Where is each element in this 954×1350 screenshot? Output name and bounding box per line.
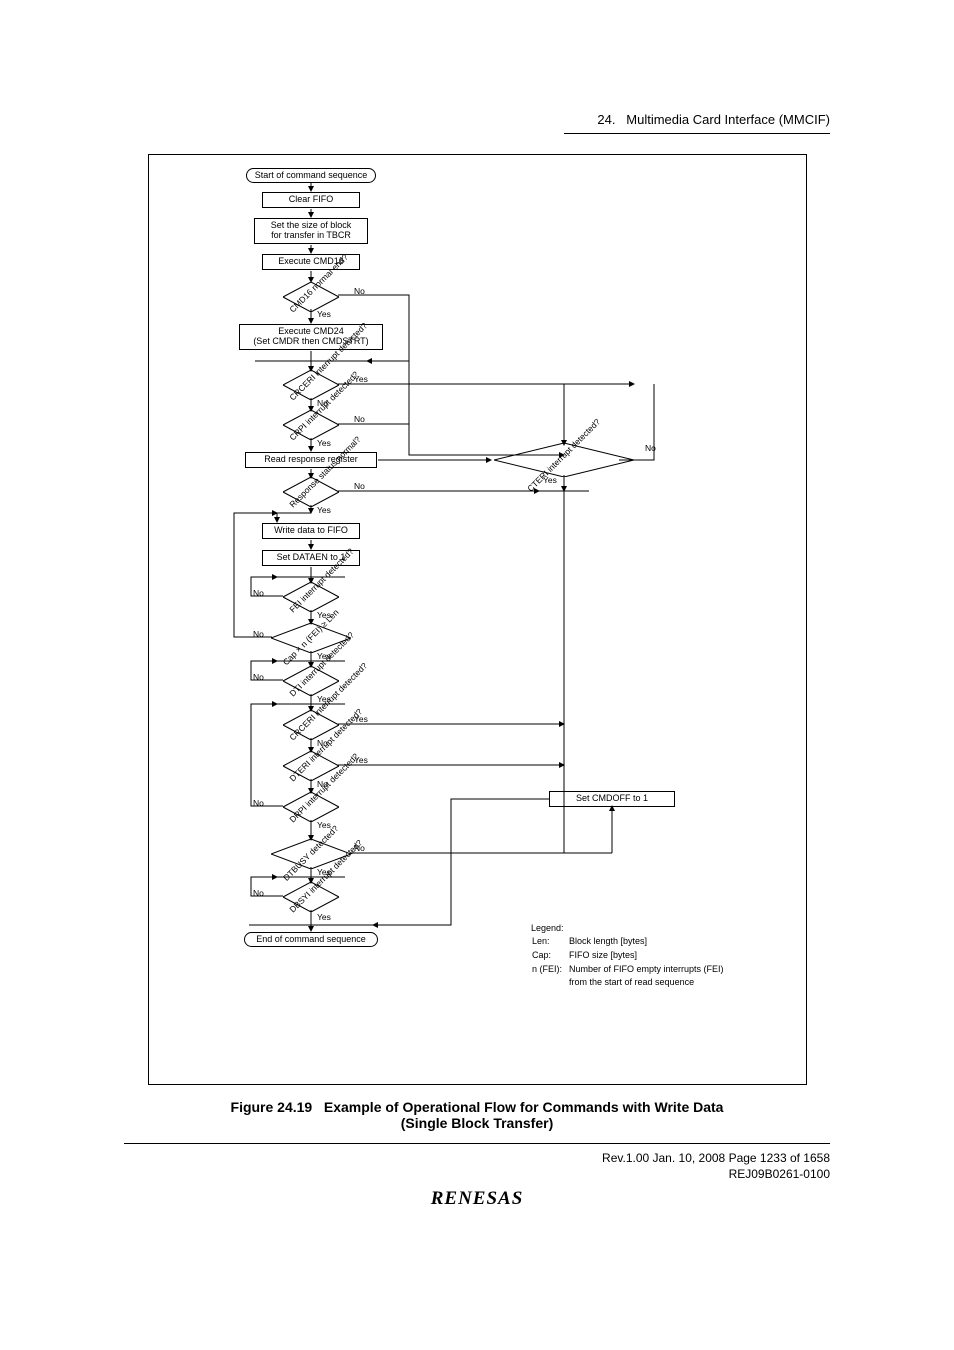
lbl-yes: Yes: [317, 867, 331, 877]
lbl-no: No: [317, 398, 328, 408]
legend-val: Block length [bytes]: [568, 934, 725, 948]
lbl-yes: Yes: [543, 475, 557, 485]
legend-key: Len:: [531, 934, 568, 948]
doc-id: REJ09B0261-0100: [729, 1167, 830, 1181]
lbl-no: No: [645, 443, 656, 453]
legend-key: Cap:: [531, 948, 568, 962]
lbl-no: No: [253, 629, 264, 639]
section-title: Multimedia Card Interface (MMCIF): [626, 112, 830, 127]
legend: Legend: Len:Block length [bytes] Cap:FIF…: [531, 922, 791, 989]
start-terminator: Start of command sequence: [246, 168, 376, 183]
page: 24. Multimedia Card Interface (MMCIF): [0, 0, 954, 1350]
legend-val: Number of FIFO empty interrupts (FEI) fr…: [568, 962, 725, 988]
lbl-no: No: [253, 672, 264, 682]
legend-val: FIFO size [bytes]: [568, 948, 725, 962]
set-block-process: Set the size of block for transfer in TB…: [254, 218, 368, 244]
lbl-yes: Yes: [354, 755, 368, 765]
lbl-no: No: [354, 843, 365, 853]
lbl-no: No: [253, 798, 264, 808]
set-cmdoff-process: Set CMDOFF to 1: [549, 791, 675, 807]
lbl-yes: Yes: [317, 651, 331, 661]
footer-rule: [124, 1143, 830, 1144]
lbl-yes: Yes: [317, 309, 331, 319]
lbl-yes: Yes: [317, 912, 331, 922]
end-terminator: End of command sequence: [244, 932, 378, 947]
lbl-yes: Yes: [317, 505, 331, 515]
figure-number: Figure 24.19: [231, 1099, 313, 1115]
legend-key: n (FEI):: [531, 962, 568, 988]
lbl-yes: Yes: [317, 820, 331, 830]
lbl-yes: Yes: [317, 610, 331, 620]
lbl-no: No: [317, 779, 328, 789]
figure-title: Example of Operational Flow for Commands…: [324, 1099, 724, 1115]
lbl-no: No: [253, 888, 264, 898]
lbl-yes: Yes: [354, 374, 368, 384]
rev-line: Rev.1.00 Jan. 10, 2008 Page 1233 of 1658: [602, 1151, 830, 1165]
flowchart-frame: Start of command sequence Clear FIFO Set…: [148, 154, 807, 1085]
lbl-no: No: [354, 481, 365, 491]
clear-fifo-process: Clear FIFO: [262, 192, 360, 208]
section-header: 24. Multimedia Card Interface (MMCIF): [564, 112, 830, 134]
lbl-yes: Yes: [354, 714, 368, 724]
lbl-no: No: [317, 738, 328, 748]
lbl-yes: Yes: [317, 438, 331, 448]
figure-subtitle: (Single Block Transfer): [401, 1115, 553, 1131]
write-fifo-process: Write data to FIFO: [262, 523, 360, 539]
figure-caption: Figure 24.19 Example of Operational Flow…: [0, 1099, 954, 1131]
lbl-no: No: [253, 588, 264, 598]
cteri-decision: CTERI interrupt detected?: [494, 443, 634, 482]
section-number: 24.: [597, 112, 615, 127]
read-response-process: Read response register: [245, 452, 377, 468]
legend-title: Legend:: [531, 922, 791, 934]
lbl-yes: Yes: [317, 694, 331, 704]
lbl-no: No: [354, 414, 365, 424]
footer-text: Rev.1.00 Jan. 10, 2008 Page 1233 of 1658…: [124, 1151, 830, 1182]
lbl-no: No: [354, 286, 365, 296]
renesas-logo: RENESAS: [0, 1188, 954, 1210]
